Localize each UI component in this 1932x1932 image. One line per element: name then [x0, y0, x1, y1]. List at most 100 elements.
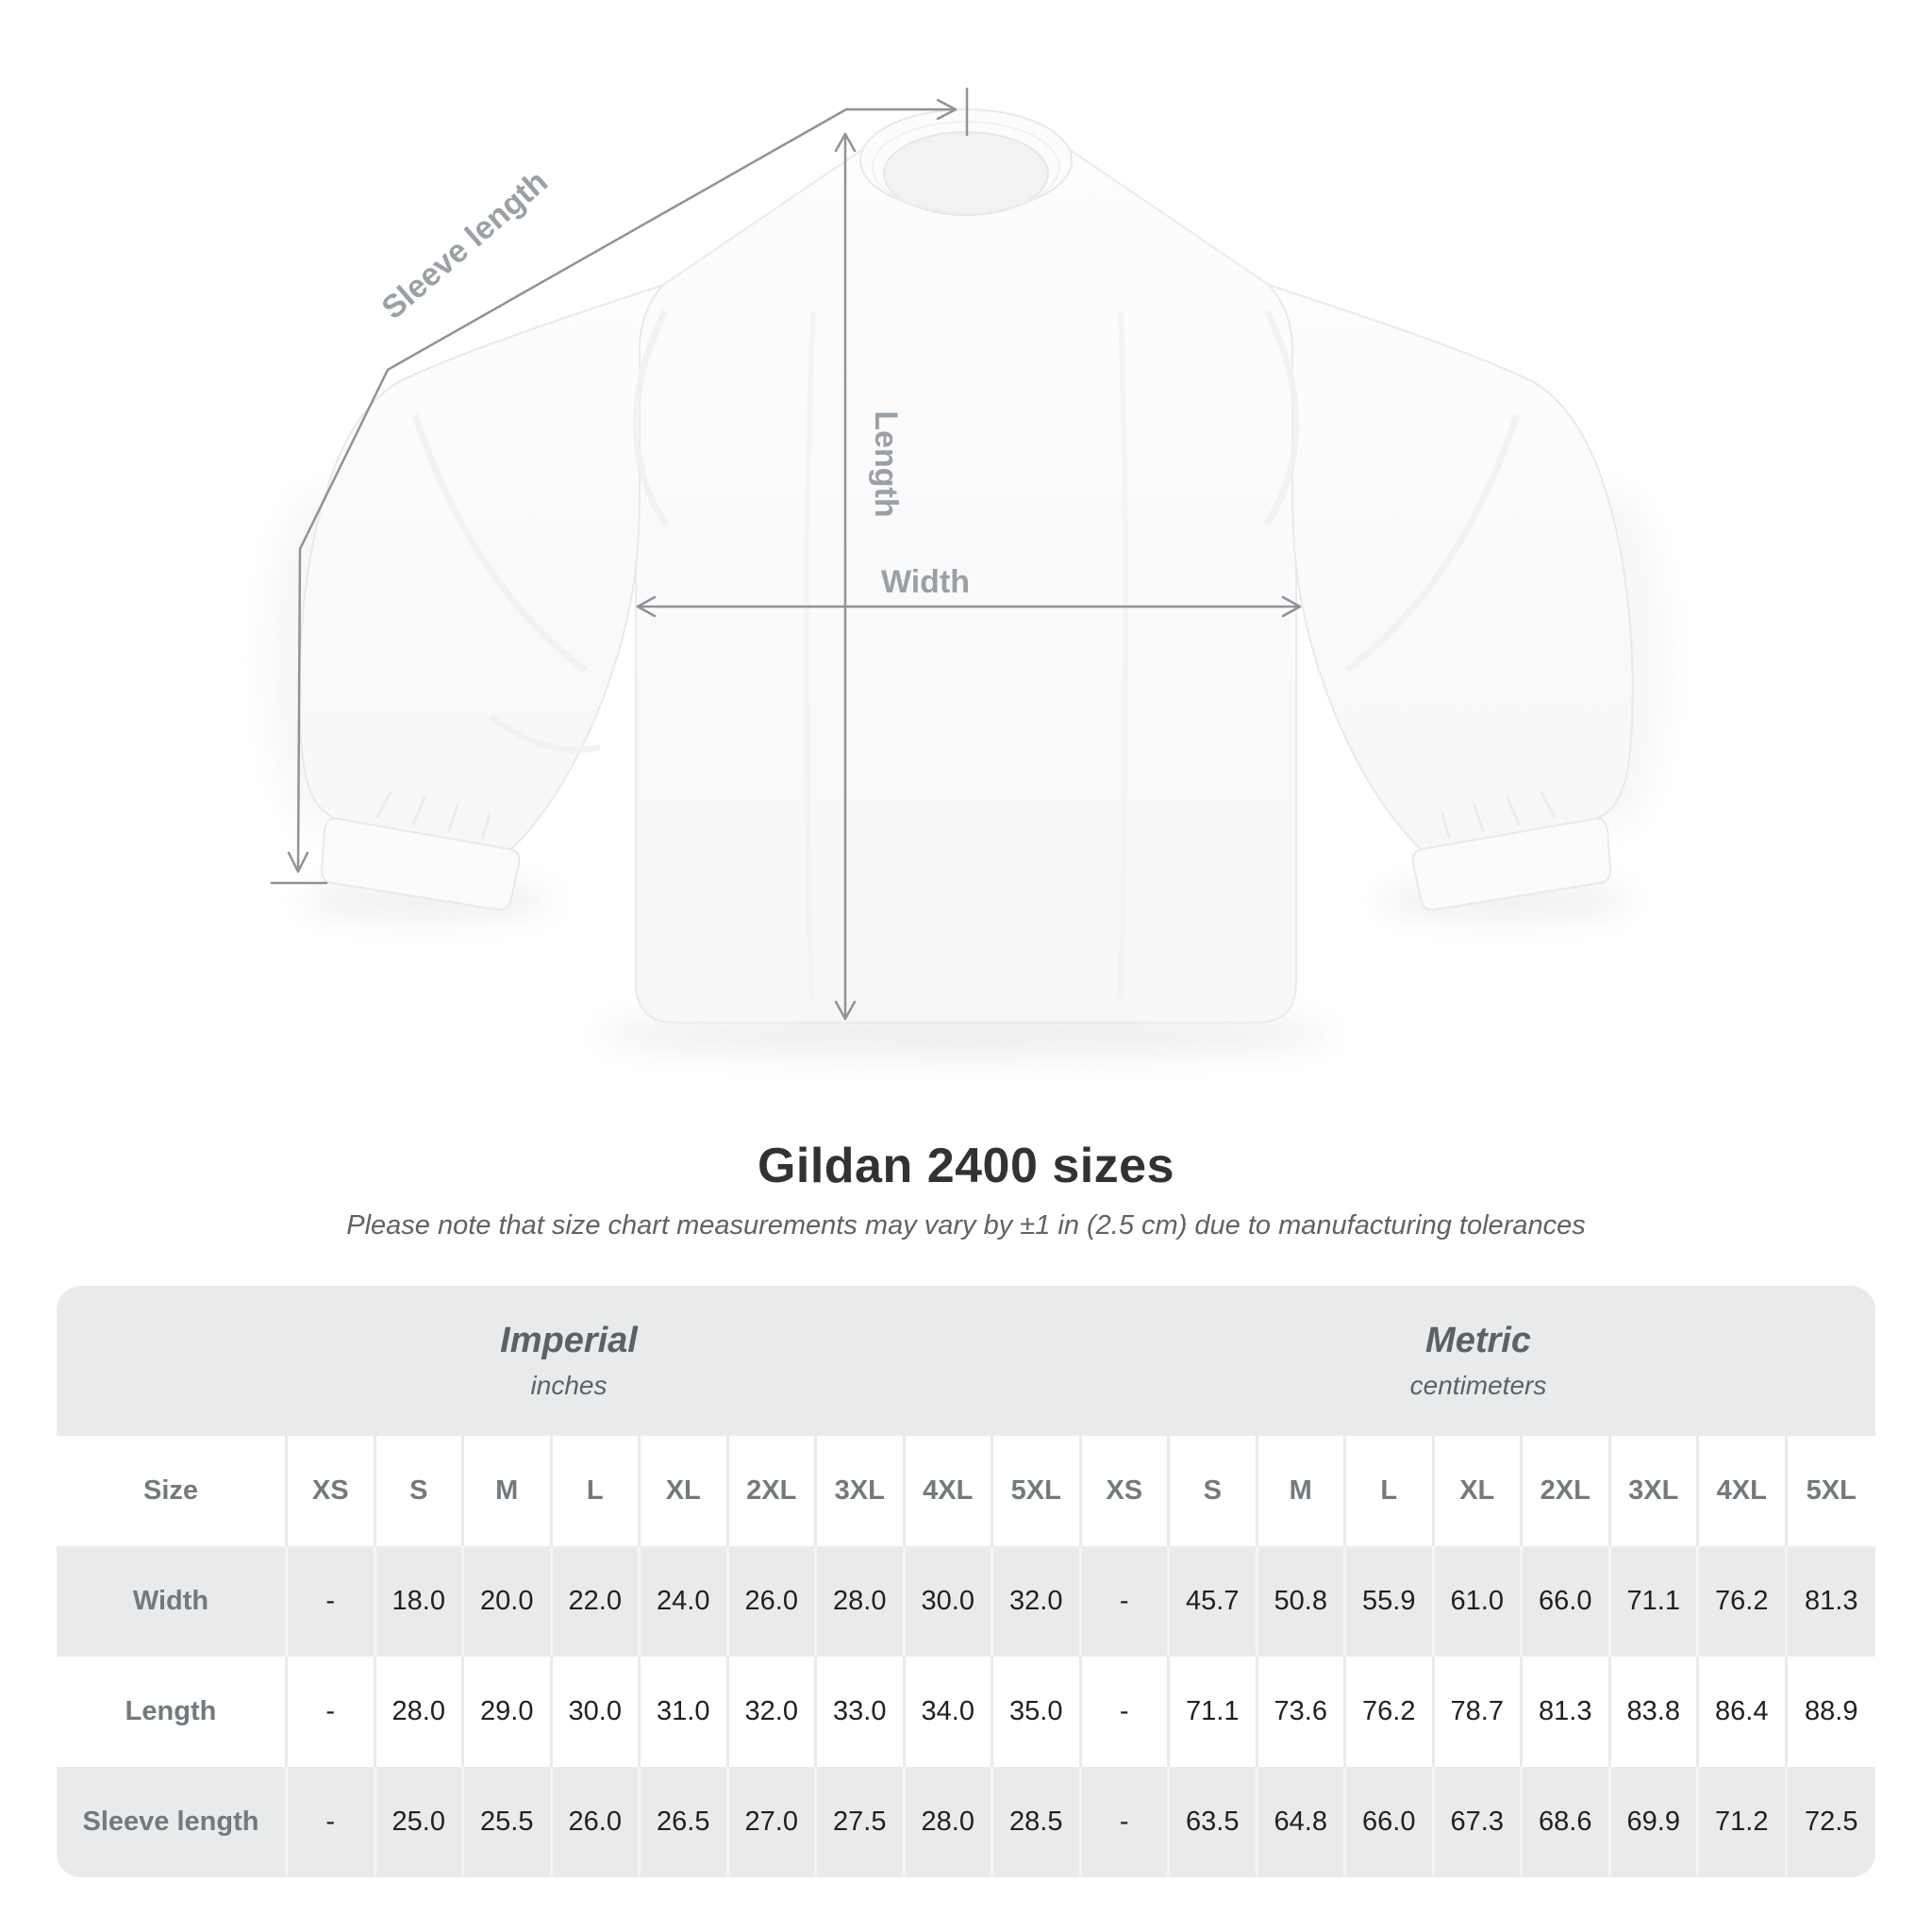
table-cell: 26.0	[728, 1546, 817, 1657]
table-cell: 20.0	[464, 1546, 553, 1657]
table-cell: 81.3	[1787, 1546, 1875, 1657]
table-cell: 28.0	[905, 1767, 993, 1877]
imperial-label: Imperial	[500, 1321, 638, 1360]
metric-label: Metric	[1425, 1321, 1531, 1360]
table-cell: 45.7	[1170, 1546, 1258, 1657]
size-col-header: XL	[641, 1436, 729, 1546]
table-cell: 29.0	[464, 1657, 553, 1767]
table-cell: 32.0	[993, 1546, 1082, 1657]
unit-group-header-row: Imperial inches Metric centimeters	[57, 1286, 1875, 1436]
left-sleeve-folds	[411, 309, 669, 754]
right-cuff-gathers	[1441, 791, 1557, 839]
table-cell: 71.1	[1610, 1546, 1699, 1657]
width-label: Width	[881, 564, 970, 600]
table-cell: 69.9	[1610, 1767, 1699, 1877]
left-cuff	[320, 817, 521, 911]
imperial-group-header: Imperial inches	[57, 1286, 1081, 1436]
table-cell: 22.0	[552, 1546, 641, 1657]
sleeve-length-row: Sleeve length - 25.0 25.5 26.0 26.5 27.0…	[57, 1767, 1875, 1877]
metric-group-header: Metric centimeters	[1081, 1286, 1875, 1436]
table-cell: -	[288, 1767, 376, 1877]
size-col-header: S	[1170, 1436, 1258, 1546]
size-col-header: XS	[1081, 1436, 1170, 1546]
table-cell: 68.6	[1523, 1767, 1611, 1877]
size-col-header: XL	[1434, 1436, 1523, 1546]
width-measure-line	[636, 595, 1302, 618]
table-cell: 18.0	[375, 1546, 464, 1657]
body-fold-lines	[804, 310, 1129, 999]
table-cell: 66.0	[1523, 1546, 1611, 1657]
size-col-header: 5XL	[993, 1436, 1082, 1546]
table-cell: 32.0	[728, 1657, 817, 1767]
table-cell: 28.0	[817, 1546, 906, 1657]
imperial-unit: inches	[530, 1371, 608, 1400]
right-sleeve-folds	[1263, 309, 1521, 673]
width-row: Width - 18.0 20.0 22.0 24.0 26.0 28.0 30…	[57, 1546, 1875, 1657]
size-col-header: 5XL	[1787, 1436, 1875, 1546]
size-col-header: 2XL	[728, 1436, 817, 1546]
table-cell: 26.5	[641, 1767, 729, 1877]
table-cell: 50.8	[1257, 1546, 1346, 1657]
table-cell: 71.1	[1170, 1657, 1258, 1767]
table-cell: 27.5	[817, 1767, 906, 1877]
collar	[859, 108, 1073, 216]
table-cell: 67.3	[1434, 1767, 1523, 1877]
right-cuff	[1411, 817, 1612, 911]
sleeve-length-label: Sleeve length	[375, 163, 555, 325]
size-col-header: XS	[288, 1436, 376, 1546]
size-col-header: M	[1257, 1436, 1346, 1546]
table-cell: 25.5	[464, 1767, 553, 1877]
table-cell: 66.0	[1346, 1767, 1435, 1877]
table-cell: 35.0	[993, 1657, 1082, 1767]
table-cell: -	[288, 1546, 376, 1657]
size-col-header: 3XL	[817, 1436, 906, 1546]
table-cell: 55.9	[1346, 1546, 1435, 1657]
table-cell: 83.8	[1610, 1657, 1699, 1767]
table-cell: 33.0	[817, 1657, 906, 1767]
length-label: Length	[868, 410, 904, 517]
sleeve-length-measure-line	[270, 87, 969, 885]
row-label: Sleeve length	[57, 1767, 288, 1877]
right-sleeve	[1263, 282, 1634, 911]
table-cell: 72.5	[1787, 1767, 1875, 1877]
table-cell: 25.0	[375, 1767, 464, 1877]
length-row: Length - 28.0 29.0 30.0 31.0 32.0 33.0 3…	[57, 1657, 1875, 1767]
size-column-label: Size	[57, 1436, 288, 1546]
table-cell: 28.0	[375, 1657, 464, 1767]
length-measure-line	[834, 132, 857, 1021]
table-cell: 88.9	[1787, 1657, 1875, 1767]
left-sleeve	[298, 282, 669, 911]
metric-unit: centimeters	[1409, 1371, 1547, 1400]
size-col-header: 3XL	[1610, 1436, 1699, 1546]
table-cell: 26.0	[552, 1767, 641, 1877]
size-col-header: 4XL	[1699, 1436, 1788, 1546]
size-header-row: Size XS S M L XL 2XL 3XL 4XL 5XL XS S M …	[57, 1436, 1875, 1546]
page-title: Gildan 2400 sizes	[757, 1139, 1175, 1193]
table-cell: 64.8	[1257, 1767, 1346, 1877]
size-table: Imperial inches Metric centimeters Size …	[57, 1286, 1875, 1877]
table-cell: -	[1081, 1767, 1170, 1877]
shirt-diagram: Sleeve length Length Width	[265, 87, 1667, 1057]
size-col-header: M	[464, 1436, 553, 1546]
tolerance-note: Please note that size chart measurements…	[346, 1210, 1586, 1241]
size-col-header: 2XL	[1523, 1436, 1611, 1546]
table-cell: 71.2	[1699, 1767, 1788, 1877]
table-cell: 24.0	[641, 1546, 729, 1657]
table-cell: 30.0	[552, 1657, 641, 1767]
table-cell: 63.5	[1170, 1767, 1258, 1877]
table-cell: 28.5	[993, 1767, 1082, 1877]
size-col-header: 4XL	[905, 1436, 993, 1546]
row-label: Width	[57, 1546, 288, 1657]
table-cell: -	[288, 1657, 376, 1767]
table-cell: 76.2	[1346, 1657, 1435, 1767]
table-cell: -	[1081, 1546, 1170, 1657]
table-cell: 30.0	[905, 1546, 993, 1657]
table-cell: 73.6	[1257, 1657, 1346, 1767]
table-cell: 27.0	[728, 1767, 817, 1877]
row-label: Length	[57, 1657, 288, 1767]
table-cell: 86.4	[1699, 1657, 1788, 1767]
table-cell: 76.2	[1699, 1546, 1788, 1657]
table-cell: 31.0	[641, 1657, 729, 1767]
table-cell: 61.0	[1434, 1546, 1523, 1657]
